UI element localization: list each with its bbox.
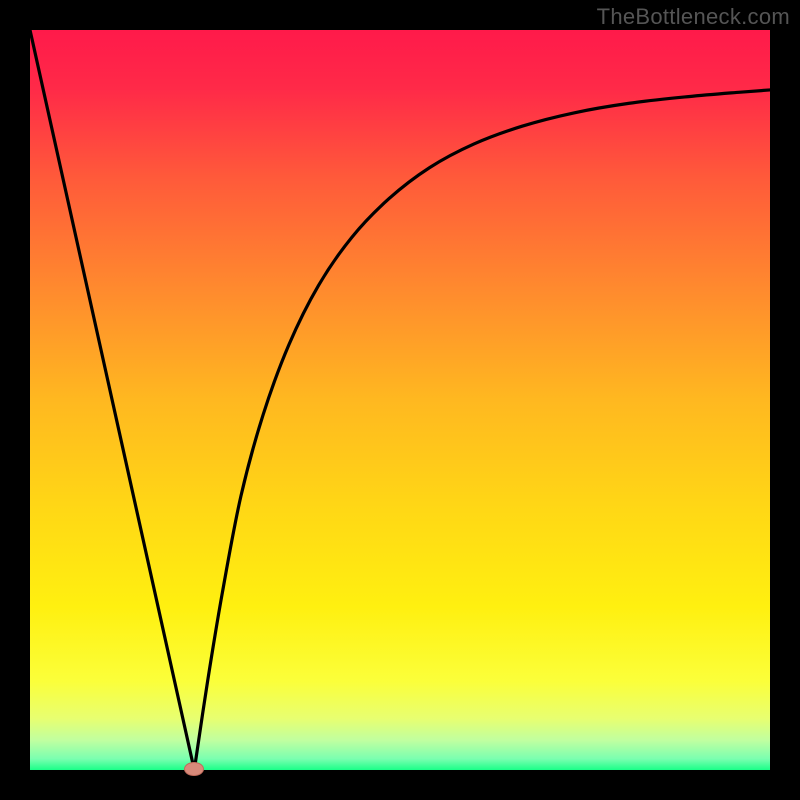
minimum-marker [184, 762, 204, 776]
plot-area [30, 30, 770, 770]
chart-container: TheBottleneck.com [0, 0, 800, 800]
watermark-text: TheBottleneck.com [597, 4, 790, 30]
bottleneck-curve [30, 30, 770, 770]
